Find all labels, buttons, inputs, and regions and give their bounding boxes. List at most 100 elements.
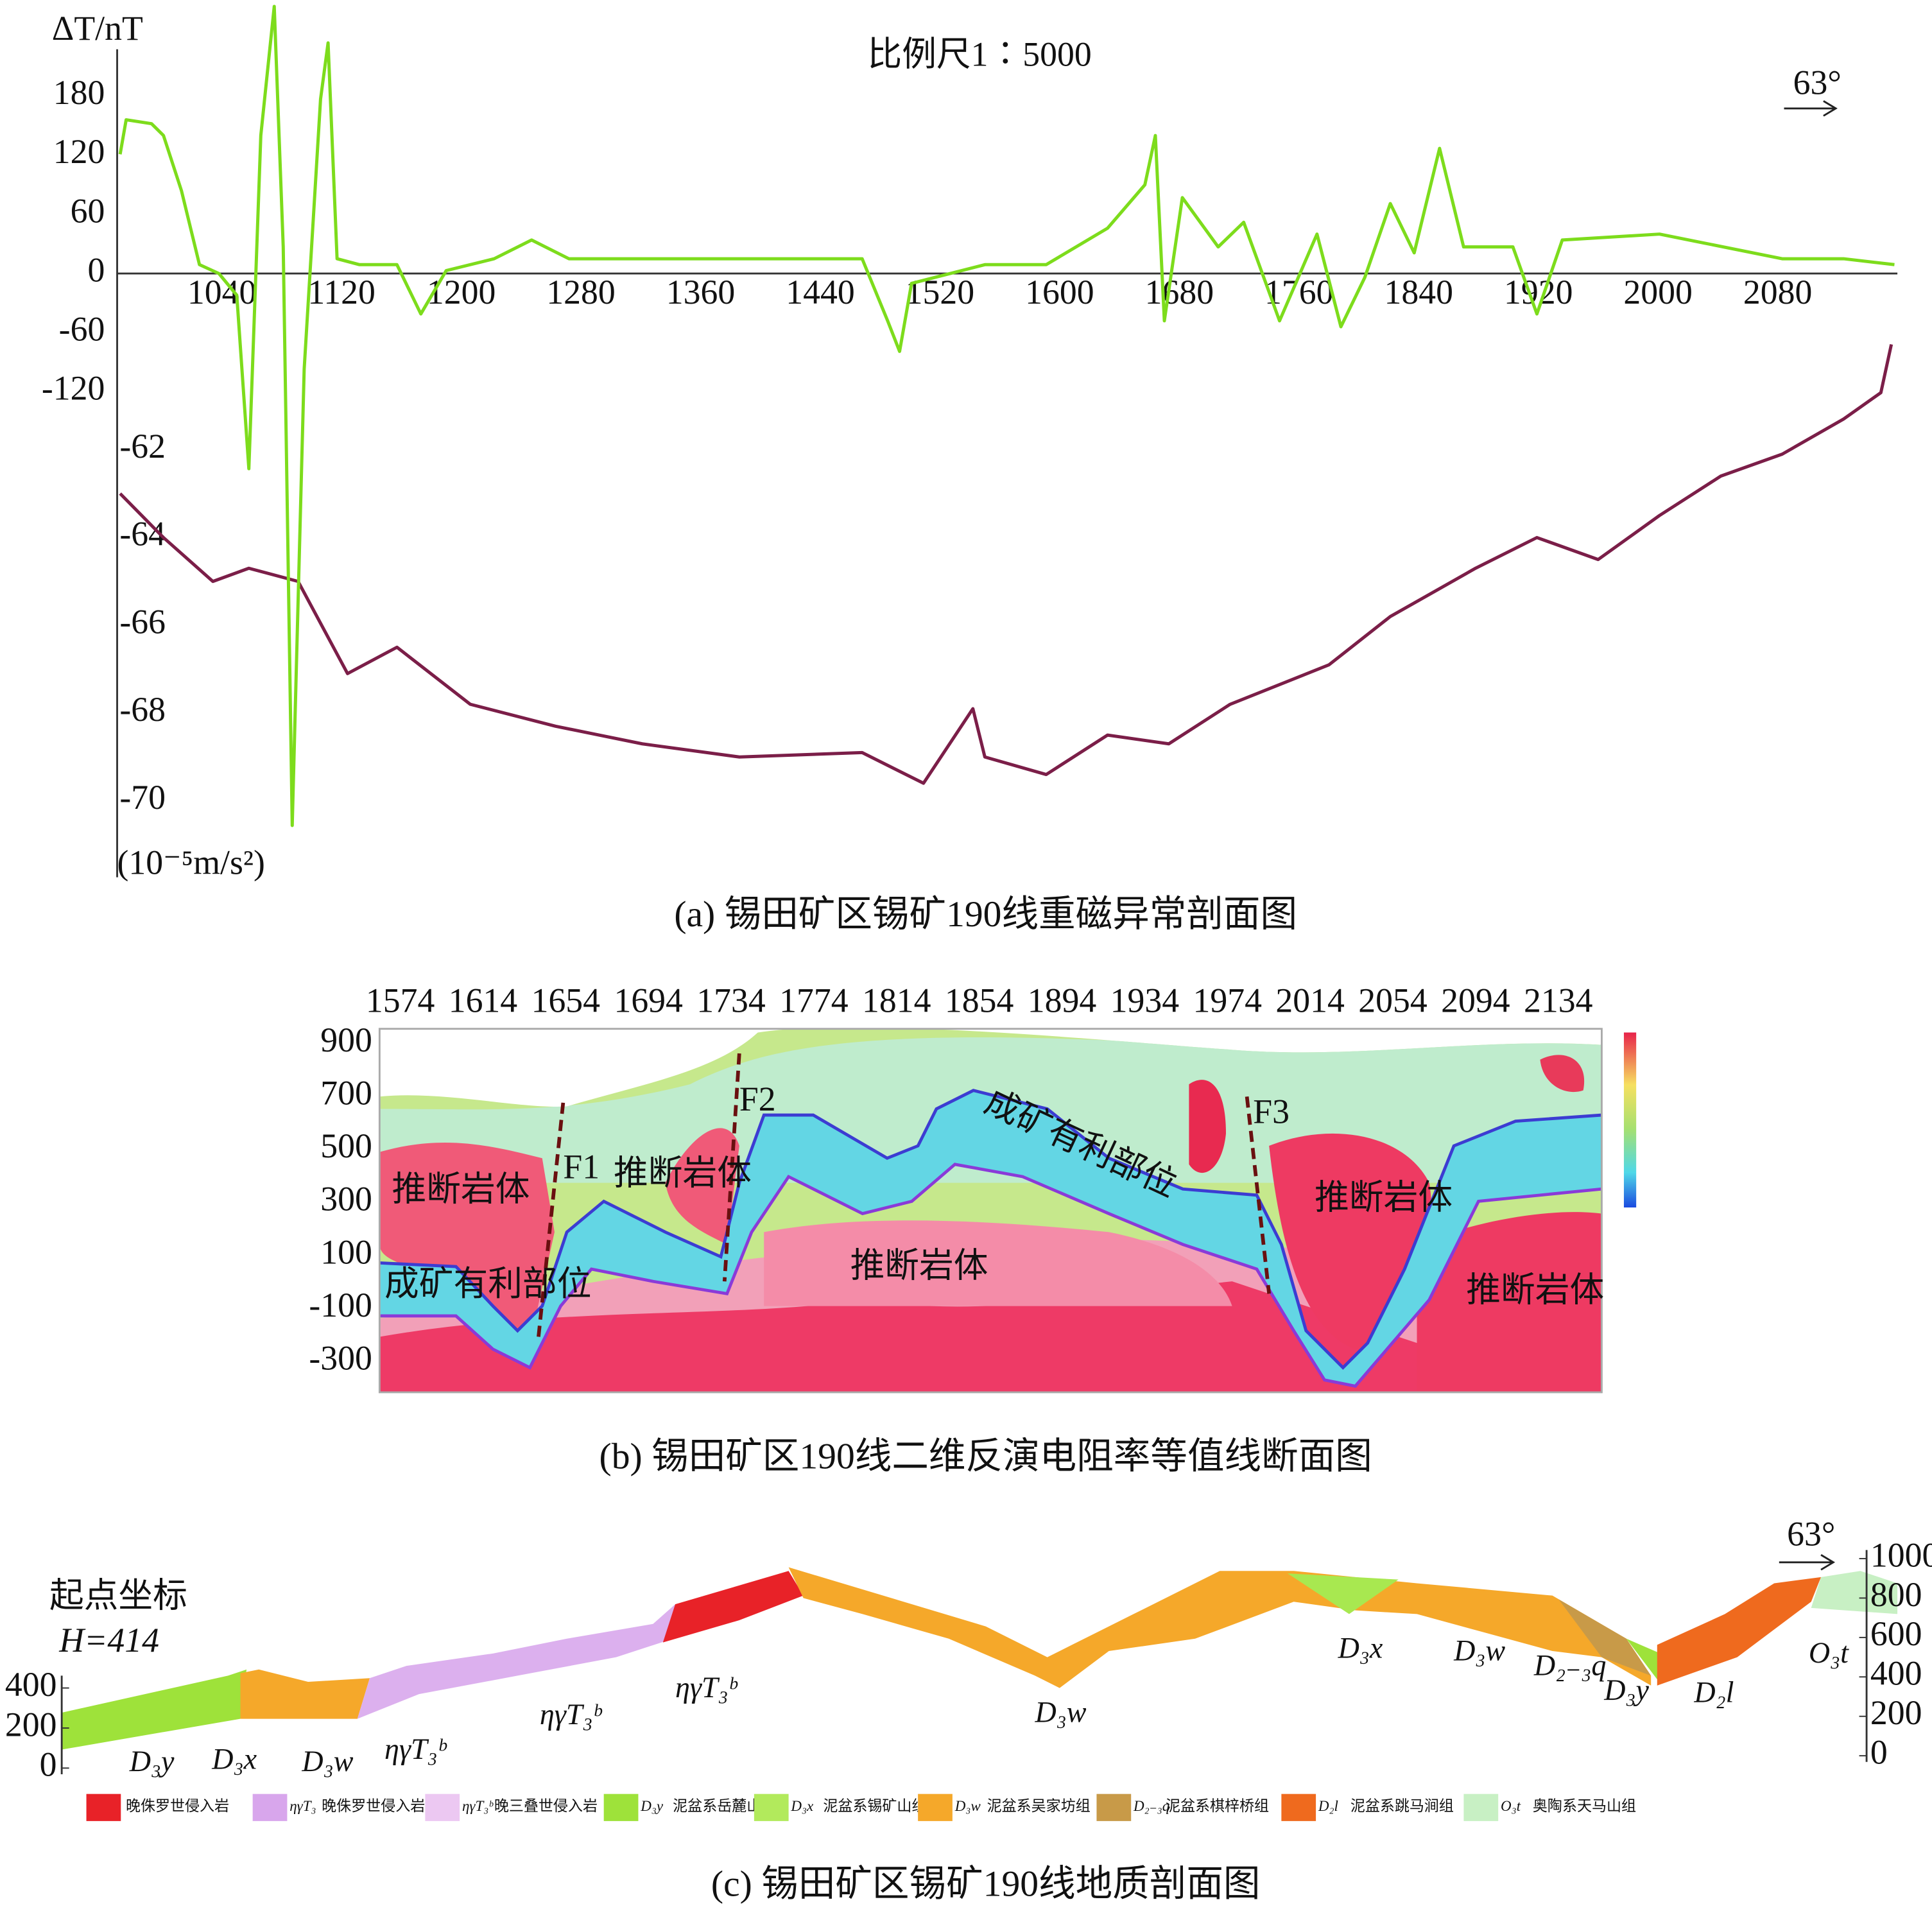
- legend-swatch: [1281, 1794, 1316, 1821]
- x-tick-label: 1680: [1145, 273, 1214, 311]
- x-tick-label: 2054: [1358, 981, 1427, 1020]
- y2-axis-label: (10⁻⁵m/s²): [117, 843, 265, 882]
- legend-swatch: [86, 1794, 121, 1821]
- annotation: F2: [739, 1080, 776, 1118]
- x-tick-label: 2134: [1524, 981, 1593, 1020]
- x-tick-label: 1894: [1028, 981, 1097, 1020]
- x-tick-label: 1360: [666, 273, 735, 311]
- x-tick-label: 1614: [449, 981, 518, 1020]
- y-tick-label: -300: [309, 1338, 372, 1377]
- direction-label: 63°: [1793, 64, 1841, 102]
- x-tick-label: 1934: [1110, 981, 1180, 1020]
- x-tick-label: 1734: [696, 981, 766, 1020]
- legend-code: O₃t: [1501, 1797, 1521, 1814]
- y-tick-label: 120: [53, 132, 105, 171]
- start-height: H=414: [58, 1621, 159, 1659]
- unit-label: D₂l: [1693, 1676, 1734, 1709]
- x-tick-label: 2094: [1441, 981, 1510, 1020]
- unit-label: D₃x: [211, 1742, 257, 1775]
- geologic-strata: [62, 1567, 1898, 1750]
- legend-code: ηγT₃ᵇ: [462, 1797, 494, 1814]
- legend-swatch: [425, 1794, 460, 1821]
- x-tick-label: 1854: [945, 981, 1014, 1020]
- x-tick-label: 1774: [779, 981, 849, 1020]
- right-tick-label: 1000: [1870, 1535, 1932, 1574]
- direction-arrow: [1779, 1554, 1836, 1571]
- caption: (a) 锡田矿区锡矿190线重磁异常剖面图: [674, 894, 1297, 935]
- left-tick-label: 0: [40, 1745, 57, 1784]
- legend-label: 晚侏罗世侵入岩: [322, 1797, 425, 1814]
- x-tick-label: 1694: [614, 981, 683, 1020]
- data-line: [119, 343, 1893, 785]
- y-tick-label: -100: [309, 1286, 372, 1324]
- left-tick-label: 400: [5, 1665, 57, 1704]
- legend-swatch: [918, 1794, 953, 1821]
- legend-code: ηγT₃: [289, 1797, 316, 1814]
- x-tick-label: 2080: [1743, 273, 1812, 311]
- x-tick-label: 1814: [862, 981, 931, 1020]
- y-tick-label: 700: [320, 1074, 372, 1112]
- legend-code: D₃x: [790, 1797, 814, 1814]
- panel-c: 起点坐标 H=414 63° (c) 锡田矿区锡矿190线地质剖面图 40020…: [5, 1515, 1932, 1905]
- caption: (c) 锡田矿区锡矿190线地质剖面图: [711, 1864, 1261, 1905]
- plot-frame: [378, 1028, 1603, 1394]
- y-tick-label: 500: [320, 1127, 372, 1165]
- caption: (b) 锡田矿区190线二维反演电阻率等值线断面图: [599, 1437, 1372, 1477]
- unit-label: O₃t: [1809, 1636, 1849, 1669]
- annotation: 推断岩体: [1466, 1271, 1604, 1310]
- legend-swatch: [1463, 1794, 1499, 1821]
- x-tick-label: 1974: [1193, 981, 1263, 1020]
- legend-label: 泥盆系跳马涧组: [1350, 1797, 1454, 1814]
- legend-code: D₂₋₃q: [1133, 1797, 1169, 1814]
- x-tick-label: 2000: [1623, 273, 1692, 311]
- x-tick-label: 1840: [1384, 273, 1453, 311]
- x-tick-label: 1120: [307, 273, 375, 311]
- unit-label: ηγT₃ᵇ: [384, 1733, 447, 1765]
- unit-label: D₃y: [129, 1745, 175, 1777]
- y-tick-label: -120: [42, 369, 105, 408]
- y2-tick-label: -68: [119, 690, 166, 729]
- x-tick-label: 1574: [366, 981, 435, 1020]
- direction-label: 63°: [1787, 1515, 1835, 1553]
- left-tick-label: 200: [5, 1705, 57, 1743]
- y-tick-label: 300: [320, 1180, 372, 1218]
- right-tick-label: 200: [1870, 1693, 1922, 1732]
- resistivity-image: [379, 1028, 1602, 1392]
- legend-label: 奥陶系天马山组: [1533, 1797, 1636, 1814]
- annotation: 成矿有利部位: [384, 1265, 591, 1303]
- y-tick-label: 0: [87, 250, 105, 289]
- right-tick-label: 0: [1870, 1733, 1888, 1771]
- x-tick-label: 1200: [427, 273, 496, 311]
- unit-label: D₂₋₃q: [1533, 1648, 1607, 1681]
- annotation: F3: [1253, 1092, 1289, 1130]
- legend-label: 晚侏罗世侵入岩: [126, 1797, 229, 1814]
- legend-swatch: [754, 1794, 789, 1821]
- annotation: 推断岩体: [614, 1154, 752, 1192]
- x-tick-label: 1520: [906, 273, 974, 311]
- right-tick-label: 800: [1870, 1575, 1922, 1614]
- unit-label: D₃w: [301, 1745, 353, 1777]
- unit-label: D₃x: [1338, 1632, 1383, 1665]
- y-tick-label: 60: [71, 191, 105, 230]
- y-axis-label: ΔT/nT: [52, 9, 143, 48]
- right-tick-label: 600: [1870, 1614, 1922, 1653]
- unit-label: ηγT₃ᵇ: [540, 1698, 603, 1731]
- legend-code: D₂l: [1318, 1797, 1338, 1814]
- panel-b: (b) 锡田矿区190线二维反演电阻率等值线断面图 1574 1614 1654 16…: [309, 981, 1637, 1477]
- unit-label: D₃w: [1034, 1695, 1086, 1728]
- y-tick-label: 180: [53, 73, 105, 112]
- annotation: 推断岩体: [1315, 1179, 1453, 1217]
- data-line: [118, 4, 1895, 827]
- fault-lines: [537, 1053, 1272, 1337]
- legend-swatch: [1096, 1794, 1132, 1821]
- y2-tick-label: -66: [119, 602, 166, 641]
- annotation: 推断岩体: [850, 1246, 988, 1284]
- unit-label: D₃w: [1453, 1634, 1505, 1666]
- chart-title: 比例尺1∶5000: [867, 35, 1091, 74]
- right-tick-label: 400: [1870, 1654, 1922, 1693]
- legend-code: D₃w: [954, 1797, 981, 1814]
- y-tick-label: -60: [59, 310, 105, 349]
- legend-code: D₃y: [640, 1797, 664, 1814]
- y2-tick-label: -62: [119, 427, 166, 465]
- x-tick-label: 1654: [531, 981, 601, 1020]
